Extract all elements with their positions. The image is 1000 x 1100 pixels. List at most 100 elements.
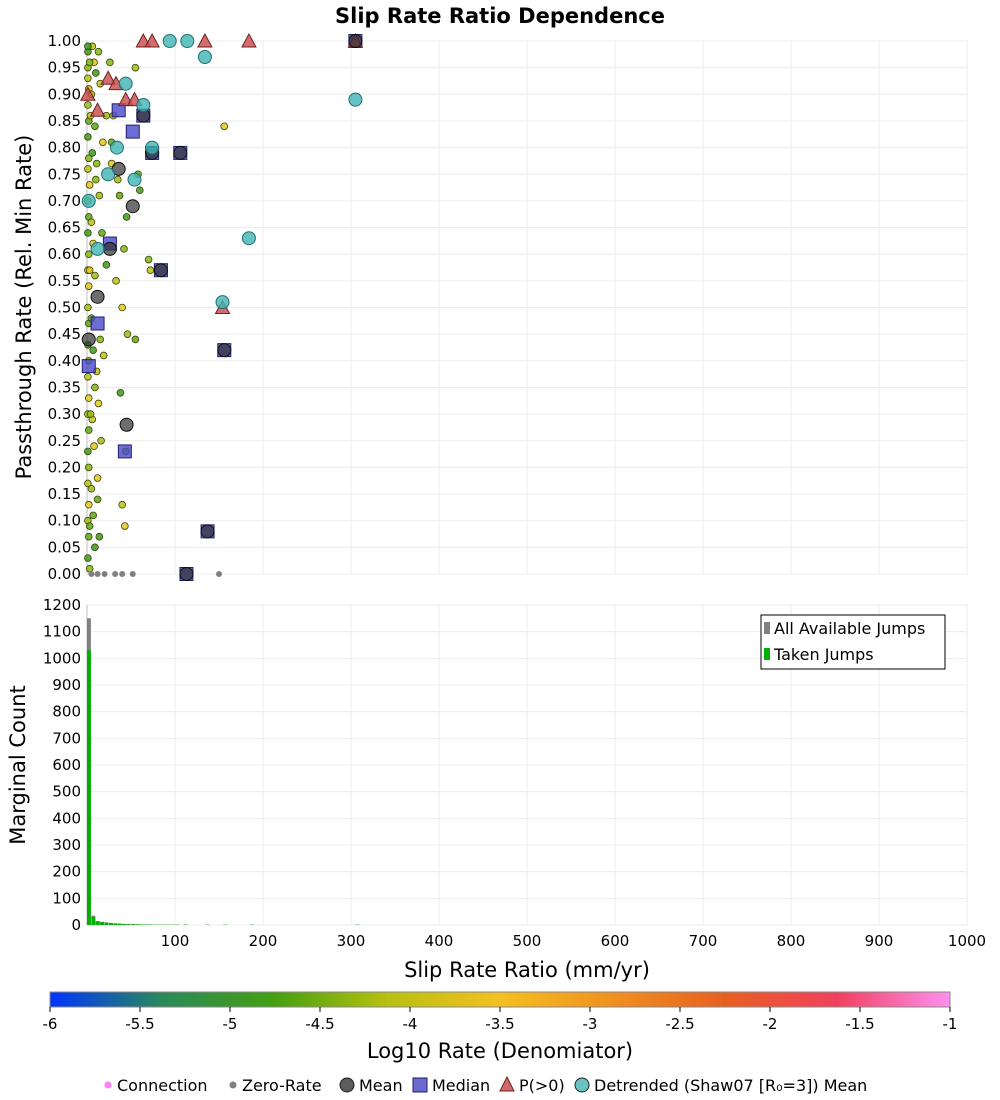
colorbar-tick-label: -5	[223, 1015, 238, 1033]
colorbar-tick-label: -4	[403, 1015, 418, 1033]
histogram-x-ticks: 100 200 300 400 500 600 700 800 900 1000	[161, 932, 986, 950]
detrended-mean-marker	[136, 97, 151, 112]
p-gt-0-marker	[100, 70, 116, 85]
histogram-y-tick-label: 300	[52, 836, 81, 854]
median-marker	[125, 124, 140, 139]
histogram-y-tick-label: 0	[71, 916, 81, 934]
connection-point	[84, 426, 93, 434]
mean-marker	[119, 417, 134, 432]
scatter-y-tick-label: 0.10	[48, 512, 81, 530]
scatter-y-tick-label: 0.30	[48, 405, 81, 423]
detrended-mean-marker	[162, 34, 177, 48]
histogram-y-axis-label: Marginal Count	[6, 685, 30, 844]
connection-point	[120, 245, 128, 253]
chart-title: Slip Rate Ratio Dependence	[335, 4, 665, 28]
taken-jumps-bar	[109, 923, 113, 925]
connection-point	[121, 522, 129, 530]
connection-point	[84, 372, 92, 381]
colorbar-tick-label: -1.5	[845, 1015, 874, 1033]
detrended-mean-marker	[101, 167, 116, 182]
connection-point	[85, 58, 94, 67]
histogram-x-tick-label: 400	[425, 932, 454, 950]
scatter-y-tick-label: 1.00	[48, 32, 81, 50]
scatter-y-tick-label: 0.85	[48, 112, 81, 130]
connection-point	[118, 303, 126, 312]
histogram-y-tick-label: 600	[52, 756, 81, 774]
taken-jumps-bar	[139, 924, 144, 925]
colorbar-tick-label: -1	[943, 1015, 958, 1033]
connection-point	[84, 133, 92, 141]
detrended-mean-marker	[127, 172, 142, 187]
colorbar-tick-label: -2.5	[665, 1015, 694, 1033]
connection-point	[118, 500, 126, 509]
connection-point	[93, 495, 102, 504]
legend-label: Connection	[117, 1076, 208, 1095]
legend-item: Mean	[339, 1076, 403, 1095]
histogram-y-tick-label: 1200	[43, 596, 81, 614]
histogram-x-tick-label: 200	[249, 932, 278, 950]
histogram-x-tick-label: 800	[777, 932, 806, 950]
legend-item: Connection	[104, 1076, 208, 1095]
connection-point	[85, 266, 94, 274]
taken-jumps-bar	[113, 923, 118, 925]
connection-point	[84, 394, 93, 402]
median-marker	[90, 316, 105, 331]
connection-point	[84, 447, 92, 456]
detrended-mean-marker	[348, 92, 363, 107]
connection-point	[115, 191, 124, 200]
connection-point	[144, 255, 153, 264]
connection-point	[106, 58, 114, 67]
connection-point	[84, 101, 92, 109]
connection-point	[114, 175, 122, 184]
scatter-y-tick-label: 0.50	[48, 299, 81, 317]
scatter-y-tick-label: 0.80	[48, 139, 81, 157]
histogram-y-tick-label: 900	[52, 676, 81, 694]
connection-point	[98, 229, 106, 237]
taken-jumps-bar	[131, 924, 135, 925]
legend-item: Median	[412, 1076, 490, 1095]
connection-point	[96, 335, 104, 344]
legend-label: Median	[432, 1076, 490, 1095]
scatter-y-tick-label: 0.15	[48, 485, 81, 503]
connection-point	[94, 47, 103, 56]
histogram-x-tick-label: 300	[337, 932, 366, 950]
connection-point	[131, 63, 140, 72]
mean-marker	[173, 145, 188, 160]
detrended-mean-marker	[90, 241, 105, 256]
legend-label: Zero-Rate	[242, 1076, 322, 1095]
scatter-y-tick-label: 0.05	[48, 538, 81, 556]
mean-marker	[125, 199, 140, 214]
histogram-y-tick-label: 700	[52, 729, 81, 747]
connection-point	[84, 532, 93, 541]
connection-point	[97, 436, 105, 445]
taken-jumps-bar	[100, 922, 105, 925]
histogram-x-tick-label: 700	[689, 932, 718, 950]
connection-point	[86, 410, 95, 418]
connection-point	[146, 266, 155, 274]
colorbar-tick-label: -4.5	[305, 1015, 334, 1033]
marker-legend: Connection Zero-Rate Mean Median P(>0) Detren…	[104, 1075, 867, 1095]
connection-point	[91, 271, 99, 280]
connection-point	[92, 69, 100, 77]
histogram-y-tick-label: 800	[52, 703, 81, 721]
taken-jumps-bar	[117, 923, 122, 925]
connection-point	[84, 229, 92, 237]
zero-rate-point	[129, 571, 136, 577]
connection-point	[91, 122, 99, 131]
mean-marker	[81, 332, 96, 347]
p-gt-0-marker	[241, 32, 257, 48]
connection-point	[84, 554, 92, 562]
mean-marker	[90, 289, 105, 304]
mean-marker	[217, 343, 232, 358]
detrended-mean-marker	[145, 140, 160, 155]
scatter-y-tick-label: 0.40	[48, 352, 81, 370]
histogram-y-tick-label: 1100	[43, 623, 81, 641]
legend-circle-marker	[339, 1077, 355, 1093]
median-marker	[81, 359, 96, 374]
legend-item: P(>0)	[499, 1075, 565, 1095]
histogram-gridlines	[87, 604, 968, 926]
legend-label: Mean	[359, 1076, 403, 1095]
taken-jumps-bar	[122, 923, 127, 925]
histogram-legend-box	[760, 614, 946, 670]
